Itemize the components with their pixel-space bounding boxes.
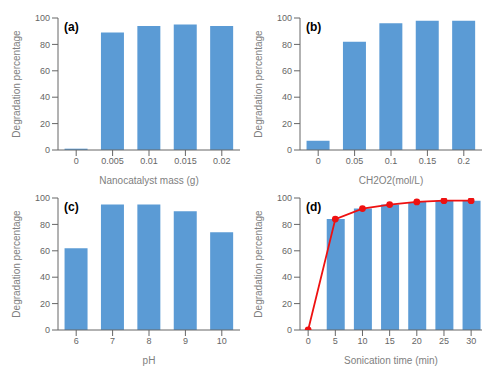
svg-text:30: 30 [466, 336, 476, 346]
svg-text:0: 0 [306, 336, 311, 346]
html-text:(c): (c) [64, 200, 79, 214]
svg-text:Degradation percentage: Degradation percentage [253, 30, 264, 138]
html-text:(a): (a) [64, 20, 79, 34]
svg-text:25: 25 [439, 336, 449, 346]
svg-text:6: 6 [74, 336, 79, 346]
svg-text:0.015: 0.015 [174, 156, 197, 166]
svg-text:9: 9 [183, 336, 188, 346]
svg-text:100: 100 [277, 13, 292, 23]
svg-text:0: 0 [316, 156, 321, 166]
html-text:(d): (d) [306, 200, 322, 214]
svg-text:80: 80 [282, 220, 292, 230]
svg-text:0: 0 [45, 145, 50, 155]
svg-text:80: 80 [40, 220, 50, 230]
svg-text:10: 10 [357, 336, 367, 346]
svg-text:Nanocatalyst mass (g): Nanocatalyst mass (g) [99, 175, 198, 186]
svg-text:8: 8 [146, 336, 151, 346]
svg-text:60: 60 [40, 66, 50, 76]
svg-text:40: 40 [282, 92, 292, 102]
svg-text:0.02: 0.02 [213, 156, 231, 166]
svg-text:80: 80 [40, 40, 50, 50]
svg-text:0.2: 0.2 [458, 156, 471, 166]
svg-text:0.15: 0.15 [419, 156, 437, 166]
svg-text:0.005: 0.005 [101, 156, 124, 166]
svg-text:20: 20 [282, 119, 292, 129]
svg-text:5: 5 [333, 336, 338, 346]
svg-text:7: 7 [110, 336, 115, 346]
svg-text:40: 40 [40, 272, 50, 282]
svg-text:100: 100 [35, 13, 50, 23]
svg-text:Degradation percentage: Degradation percentage [11, 210, 22, 318]
svg-text:CH2O2(mol/L): CH2O2(mol/L) [359, 175, 423, 186]
svg-text:Sonication time (min): Sonication time (min) [344, 355, 438, 366]
svg-text:0.05: 0.05 [346, 156, 364, 166]
svg-text:0: 0 [287, 145, 292, 155]
svg-text:20: 20 [412, 336, 422, 346]
svg-text:20: 20 [282, 299, 292, 309]
svg-text:pH: pH [143, 355, 156, 366]
svg-text:60: 60 [282, 66, 292, 76]
svg-text:40: 40 [282, 272, 292, 282]
svg-text:0: 0 [45, 325, 50, 335]
svg-text:100: 100 [35, 193, 50, 203]
svg-text:10: 10 [217, 336, 227, 346]
svg-text:0.01: 0.01 [140, 156, 158, 166]
svg-text:20: 20 [40, 119, 50, 129]
svg-text:60: 60 [40, 246, 50, 256]
svg-text:Degradation percentage: Degradation percentage [11, 30, 22, 138]
svg-text:80: 80 [282, 40, 292, 50]
svg-text:15: 15 [385, 336, 395, 346]
svg-text:0: 0 [287, 325, 292, 335]
svg-text:0.1: 0.1 [385, 156, 398, 166]
svg-text:60: 60 [282, 246, 292, 256]
svg-text:20: 20 [40, 299, 50, 309]
svg-text:0: 0 [74, 156, 79, 166]
html-text:(b): (b) [306, 20, 322, 34]
svg-text:100: 100 [277, 193, 292, 203]
svg-text:40: 40 [40, 92, 50, 102]
svg-text:Degradation percentage: Degradation percentage [253, 210, 264, 318]
